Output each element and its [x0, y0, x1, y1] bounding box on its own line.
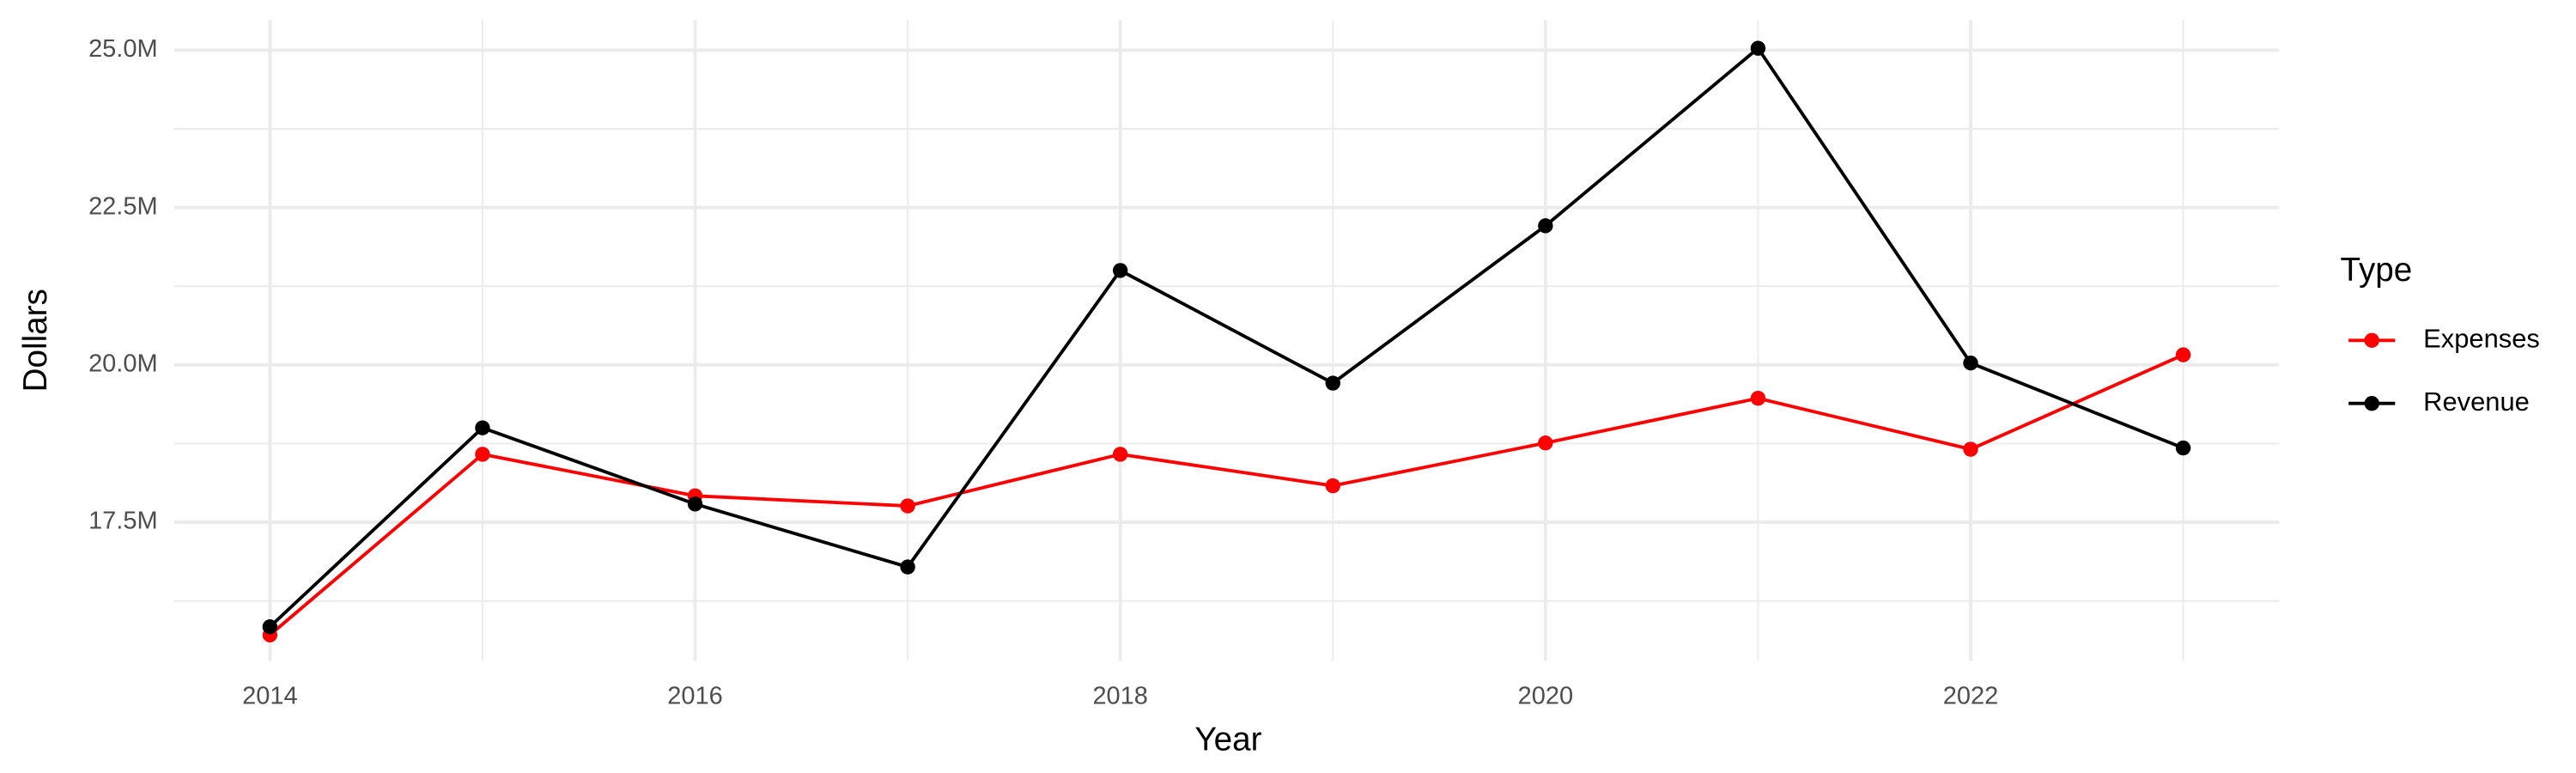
data-point — [900, 559, 915, 575]
data-point — [1325, 375, 1340, 391]
series-line — [269, 353, 2184, 636]
legend-key-point — [2364, 332, 2379, 348]
y-tick-label: 22.5M — [88, 192, 158, 220]
data-point — [475, 420, 490, 435]
legend-label: Revenue — [2423, 386, 2530, 417]
data-point — [1750, 40, 1766, 56]
data-point — [262, 619, 278, 635]
data-point — [1963, 355, 1978, 371]
data-point — [1112, 447, 1128, 462]
data-point — [1750, 390, 1766, 406]
x-tick-label: 2020 — [1518, 683, 1573, 710]
y-axis-title: Dollars — [17, 289, 54, 392]
data-point — [687, 496, 703, 512]
y-tick-label: 17.5M — [88, 508, 158, 535]
x-tick-label: 2016 — [667, 683, 722, 710]
data-point — [2175, 440, 2191, 456]
legend-title: Type — [2341, 252, 2413, 289]
data-point — [1325, 478, 1340, 494]
data-point — [1538, 435, 1553, 451]
data-point — [1112, 263, 1128, 278]
x-tick-label: 2022 — [1943, 683, 1998, 710]
legend-key-point — [2364, 396, 2379, 411]
x-axis-title: Year — [1194, 721, 1261, 758]
data-point — [2175, 347, 2191, 362]
y-tick-label: 25.0M — [88, 35, 158, 63]
x-tick-label: 2018 — [1092, 683, 1147, 710]
y-tick-label: 20.0M — [88, 350, 158, 378]
legend-label: Expenses — [2423, 323, 2540, 353]
data-point — [475, 447, 490, 462]
series-line — [269, 46, 2184, 629]
data-point — [1963, 441, 1978, 457]
data-point — [1538, 218, 1553, 234]
x-tick-label: 2014 — [242, 683, 297, 710]
data-point — [900, 498, 915, 514]
